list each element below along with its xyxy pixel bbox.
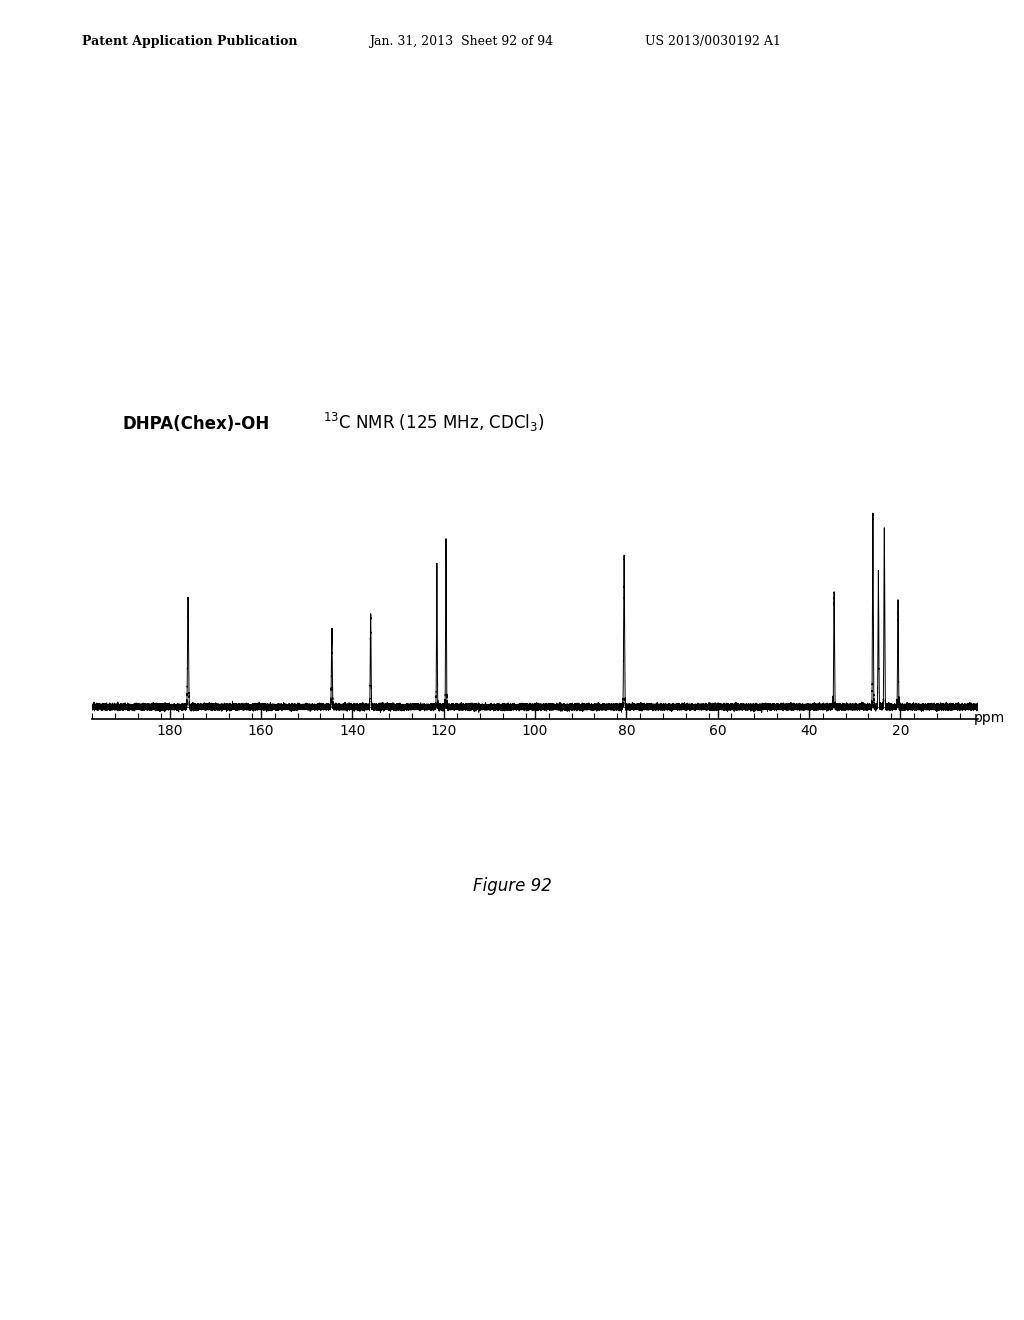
Text: Figure 92: Figure 92 xyxy=(472,876,552,895)
Text: DHPA(Chex)-OH: DHPA(Chex)-OH xyxy=(123,414,270,433)
Text: US 2013/0030192 A1: US 2013/0030192 A1 xyxy=(645,34,781,48)
Text: ppm: ppm xyxy=(974,711,1005,726)
Text: $^{13}$C NMR (125 MHz, CDCl$_3$): $^{13}$C NMR (125 MHz, CDCl$_3$) xyxy=(323,411,544,434)
Text: Patent Application Publication: Patent Application Publication xyxy=(82,34,297,48)
Text: Jan. 31, 2013  Sheet 92 of 94: Jan. 31, 2013 Sheet 92 of 94 xyxy=(369,34,553,48)
